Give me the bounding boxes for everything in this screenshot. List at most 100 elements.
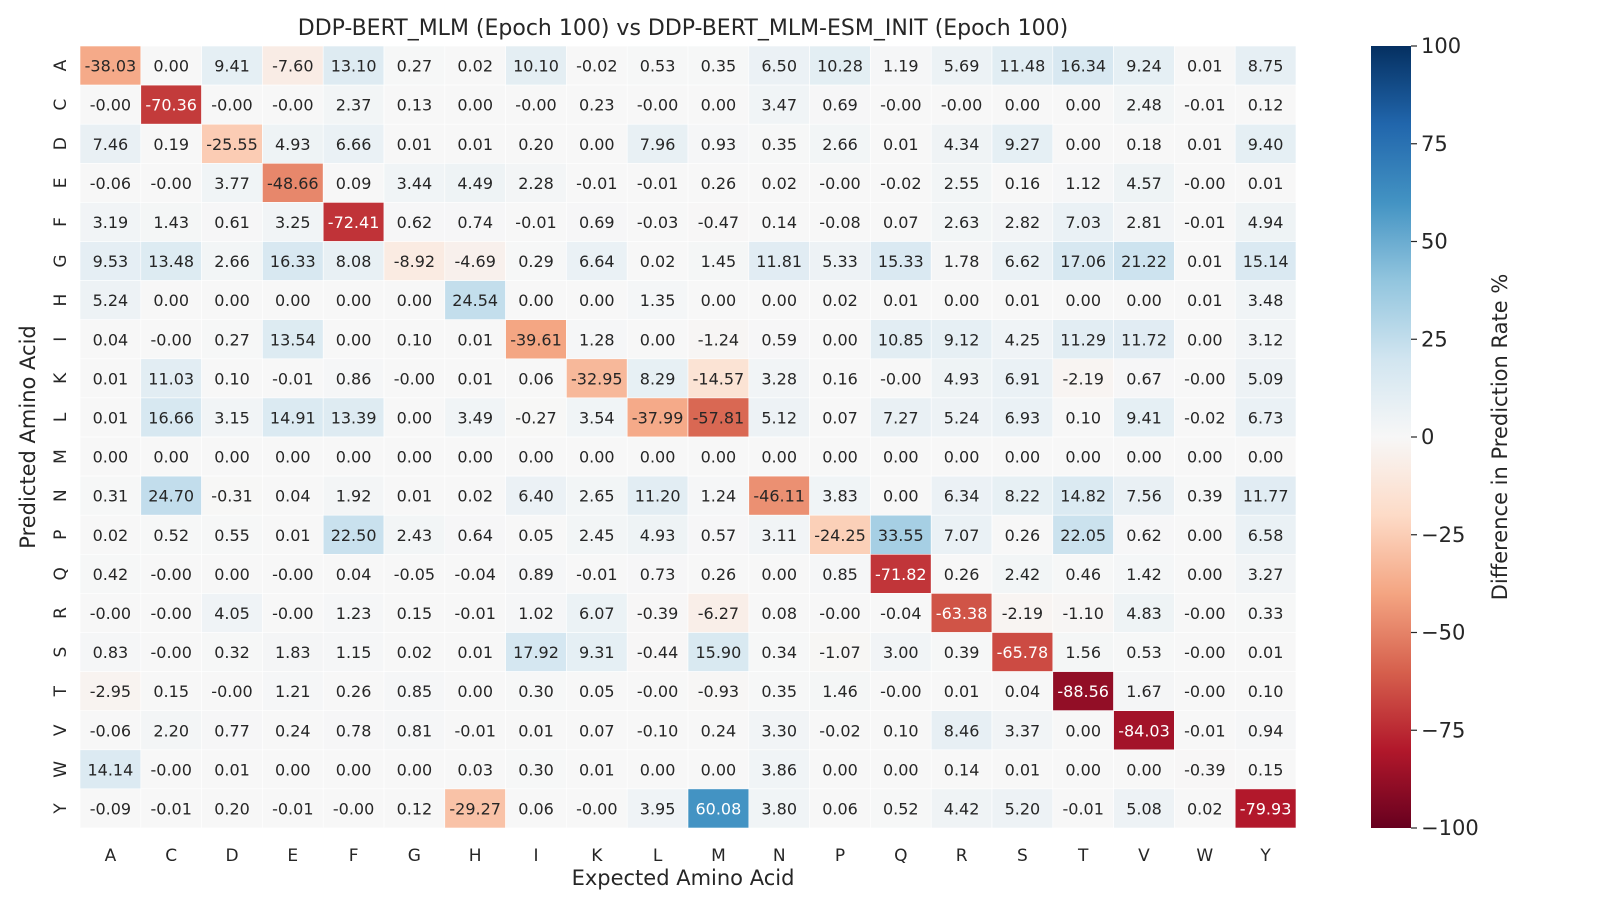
y-tick-label: P [51, 530, 71, 540]
cell-value-label: 0.00 [579, 291, 615, 310]
cell-value-label: 0.27 [397, 57, 433, 76]
cell-value-label: 15.90 [695, 643, 741, 662]
heatmap-cell [505, 632, 567, 672]
y-tick-label: I [51, 337, 71, 342]
heatmap-cell [383, 710, 446, 751]
y-tick-label: A [51, 59, 71, 71]
cell-value-label: 0.35 [701, 57, 737, 76]
heatmap-cell [991, 788, 1054, 829]
heatmap-cell [870, 280, 932, 321]
cell-value-label: 0.93 [701, 135, 737, 154]
cell-value-label: 4.93 [275, 135, 311, 154]
heatmap-cell [870, 202, 932, 242]
heatmap-cell [322, 241, 385, 281]
heatmap-cell [748, 632, 810, 672]
cell-value-label: 0.00 [883, 487, 919, 506]
cell-value-label: 0.39 [1187, 487, 1223, 506]
cell-value-label: 0.00 [153, 448, 189, 467]
cell-value-label: 0.69 [822, 96, 858, 115]
cell-value-label: 2.66 [822, 135, 858, 154]
heatmap-cell [201, 788, 263, 829]
cell-value-label: 6.58 [1248, 526, 1284, 545]
cell-value-label: 0.10 [1065, 408, 1101, 427]
y-tick-label: F [51, 217, 71, 227]
cell-value-label: 1.42 [1126, 565, 1162, 584]
x-tick-label: Y [1259, 846, 1271, 866]
cell-value-label: 0.01 [1005, 291, 1041, 310]
cell-value-label: -7.60 [272, 57, 313, 76]
heatmap-cell [991, 123, 1054, 164]
cell-value-label: 0.00 [397, 408, 433, 427]
cell-value-label: -0.00 [819, 604, 860, 623]
cell-value-label: 0.33 [1248, 604, 1284, 623]
cell-value-label: 0.02 [397, 643, 433, 662]
cell-value-label: 17.92 [513, 643, 559, 662]
heatmap-cell [748, 45, 810, 86]
y-tick-label: E [51, 177, 71, 188]
heatmap-cell [262, 593, 324, 633]
cell-value-label: 0.00 [153, 57, 189, 76]
cell-value-label: 1.21 [275, 682, 311, 701]
cell-value-label: 5.69 [944, 57, 980, 76]
heatmap-cell [140, 475, 202, 516]
cell-value-label: -0.00 [211, 96, 252, 115]
cell-value-label: 0.00 [1126, 448, 1162, 467]
heatmap-cell [322, 319, 385, 360]
cell-value-label: -32.95 [571, 369, 623, 388]
cell-value-label: 0.04 [336, 565, 372, 584]
cell-value-label: 1.24 [701, 487, 737, 506]
cell-value-label: -0.06 [90, 174, 131, 193]
cell-value-label: 3.11 [761, 526, 797, 545]
cell-value-label: -25.55 [206, 135, 258, 154]
cell-value-label: -0.01 [272, 369, 313, 388]
cell-value-label: -0.00 [880, 96, 921, 115]
y-tick-label: L [51, 412, 71, 422]
cell-value-label: 0.15 [1248, 760, 1284, 779]
cell-value-label: 14.14 [87, 760, 133, 779]
heatmap-cell [1113, 202, 1175, 242]
cell-value-label: 0.00 [1065, 721, 1101, 740]
cell-value-label: 1.43 [153, 213, 189, 232]
cell-value-label: -0.00 [880, 682, 921, 701]
heatmap-cell [566, 123, 628, 164]
cell-value-label: 0.42 [93, 565, 129, 584]
heatmap-cell [79, 710, 142, 751]
heatmap-cell [1174, 241, 1236, 281]
heatmap-cell [444, 163, 506, 203]
cell-value-label: 0.85 [822, 565, 858, 584]
heatmap-cell [444, 280, 506, 321]
colorbar-tick-label: 0 [1421, 425, 1434, 449]
y-tick-label: C [51, 99, 71, 111]
cell-value-label: 1.12 [1065, 174, 1101, 193]
cell-value-label: 7.07 [944, 526, 980, 545]
cell-value-label: -0.01 [454, 604, 495, 623]
heatmap-cell [566, 202, 628, 242]
cell-value-label: 14.91 [270, 408, 316, 427]
heatmap-cell [383, 319, 446, 360]
x-tick-label: R [956, 846, 968, 866]
heatmap-cell [930, 632, 993, 672]
cell-value-label: 0.05 [518, 526, 554, 545]
heatmap-cell [79, 358, 142, 399]
cell-value-label: 1.46 [822, 682, 858, 701]
heatmap-cell [1174, 788, 1236, 829]
cell-value-label: 6.40 [518, 487, 554, 506]
cell-value-label: 5.08 [1126, 799, 1162, 818]
cell-value-label: 0.67 [1126, 369, 1162, 388]
y-tick-label: S [51, 647, 71, 658]
cell-value-label: 1.19 [883, 57, 919, 76]
cell-value-label: -2.95 [90, 682, 131, 701]
heatmap-cell [566, 84, 628, 125]
cell-value-label: 0.10 [214, 369, 250, 388]
heatmap-cell [1234, 475, 1297, 516]
heatmap-cell [626, 123, 689, 164]
x-tick-label: M [711, 846, 726, 866]
cell-value-label: 0.00 [1187, 448, 1223, 467]
cell-value-label: 0.01 [883, 291, 919, 310]
y-tick-label: H [51, 294, 71, 307]
cell-value-label: -0.00 [272, 565, 313, 584]
heatmap-cell [687, 671, 750, 711]
heatmap-cell [140, 632, 202, 672]
cell-value-label: 0.52 [883, 799, 919, 818]
